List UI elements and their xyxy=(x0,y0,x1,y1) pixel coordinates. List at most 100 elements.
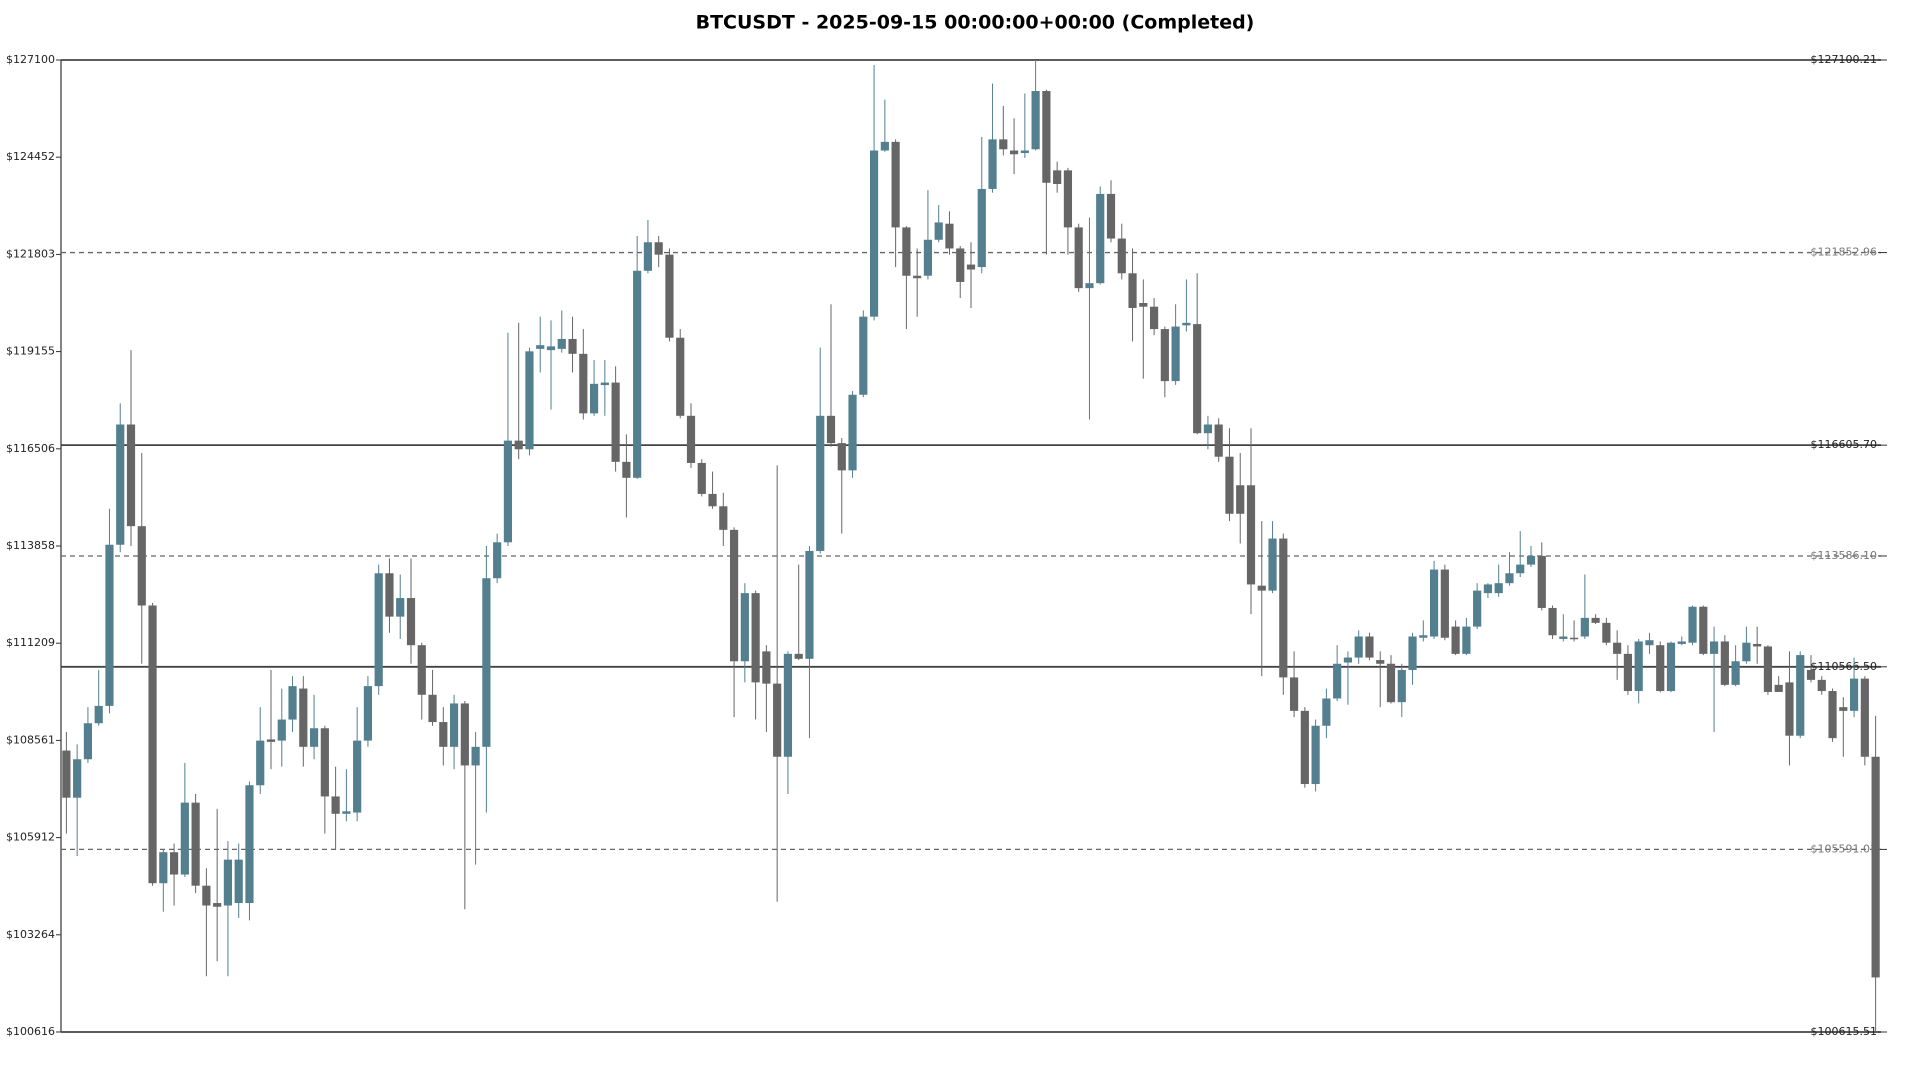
candle-body xyxy=(686,415,696,463)
candle-body xyxy=(1193,324,1202,434)
candle-body xyxy=(923,239,933,276)
candle-body xyxy=(1569,637,1579,640)
candle-body xyxy=(1839,707,1848,711)
candle-body xyxy=(169,852,179,875)
candle-body xyxy=(1074,227,1083,289)
candle-body xyxy=(536,345,545,349)
level-label: $105591.01 xyxy=(1811,842,1877,855)
candle-body xyxy=(1871,756,1880,978)
candle-body xyxy=(913,275,922,279)
candle-body xyxy=(1268,538,1277,591)
candle-body xyxy=(460,703,469,766)
candle-body xyxy=(966,264,976,270)
candle-body xyxy=(988,139,997,189)
level-label: $113586.10 xyxy=(1811,549,1877,562)
candle-body xyxy=(1709,641,1719,654)
candle-body xyxy=(676,337,685,416)
candle-body xyxy=(740,593,749,662)
candle-body xyxy=(1020,150,1029,154)
candle-body xyxy=(837,443,846,471)
candle-body xyxy=(309,728,319,747)
candle-body xyxy=(1526,555,1536,565)
candle-body xyxy=(1548,607,1557,636)
y-tick-label: $105912 xyxy=(6,831,55,844)
candle-body xyxy=(126,424,136,527)
candle-body xyxy=(1397,669,1406,703)
candle-body xyxy=(1042,91,1051,183)
candle-body xyxy=(1451,626,1460,654)
candle-body xyxy=(1602,622,1611,643)
candle-body xyxy=(1677,641,1686,644)
candle-body xyxy=(1699,606,1708,654)
y-tick-label: $103264 xyxy=(6,928,55,941)
candle-body xyxy=(600,382,609,386)
candle-body xyxy=(1473,590,1482,627)
candle-body xyxy=(266,739,276,742)
candle-body xyxy=(1085,283,1094,289)
candle-body xyxy=(622,461,631,478)
candle-body xyxy=(245,785,254,904)
candle-body xyxy=(1257,585,1266,591)
candle-body xyxy=(234,859,243,904)
candle-body xyxy=(999,139,1008,150)
candle-body xyxy=(816,415,825,551)
candle-body xyxy=(1225,456,1234,514)
candle-body xyxy=(374,573,383,687)
y-tick-label: $108561 xyxy=(6,733,55,746)
y-tick-label: $111209 xyxy=(6,636,55,649)
candle-body xyxy=(1429,569,1439,637)
candle-body xyxy=(880,141,889,151)
candle-body xyxy=(428,694,437,723)
candle-body xyxy=(1580,617,1589,637)
candle-body xyxy=(1279,538,1288,678)
candle-body xyxy=(191,802,200,886)
candle-body xyxy=(826,415,836,444)
candle-body xyxy=(73,759,82,798)
candle-body xyxy=(1785,682,1794,736)
candle-body xyxy=(751,593,760,683)
candle-body xyxy=(1322,698,1331,726)
y-tick-label: $121803 xyxy=(6,247,55,260)
candle-body xyxy=(1623,653,1633,692)
candle-body xyxy=(557,338,566,349)
candle-body xyxy=(708,493,717,507)
candle-body xyxy=(934,222,943,240)
candle-body xyxy=(589,383,599,414)
candle-body xyxy=(1645,640,1654,646)
candle-body xyxy=(1688,606,1697,643)
candle-body xyxy=(353,740,362,813)
candle-body xyxy=(1289,677,1299,711)
y-tick-label: $124452 xyxy=(6,150,55,163)
candle-body xyxy=(891,141,900,228)
candle-body xyxy=(805,550,814,659)
candle-body xyxy=(288,686,297,720)
candle-body xyxy=(1537,555,1546,608)
candle-body xyxy=(1236,485,1245,514)
candle-body xyxy=(137,526,146,606)
candle-body xyxy=(719,506,728,530)
y-tick-label: $127100 xyxy=(6,53,55,66)
candle-body xyxy=(1246,485,1256,585)
candle-body xyxy=(1149,306,1159,330)
candle-body xyxy=(1763,646,1773,692)
candle-body xyxy=(1063,170,1073,228)
candle-body xyxy=(1171,326,1180,382)
candle-body xyxy=(568,338,577,354)
candle-body xyxy=(956,248,965,282)
candle-body xyxy=(385,573,394,617)
candle-body xyxy=(363,686,373,741)
level-label: $116605.70 xyxy=(1811,438,1877,451)
candle-body xyxy=(148,605,157,884)
candle-body xyxy=(1408,636,1417,670)
candle-body xyxy=(1742,642,1751,662)
candle-body xyxy=(1386,663,1396,703)
candle-body xyxy=(1753,643,1762,647)
level-label: $110566.50 xyxy=(1811,660,1877,673)
candle-body xyxy=(1376,660,1385,664)
candle-body xyxy=(783,653,793,757)
candle-body xyxy=(902,227,911,276)
candle-body xyxy=(1128,273,1137,308)
candle-body xyxy=(1096,193,1105,284)
candle-body xyxy=(320,728,329,797)
